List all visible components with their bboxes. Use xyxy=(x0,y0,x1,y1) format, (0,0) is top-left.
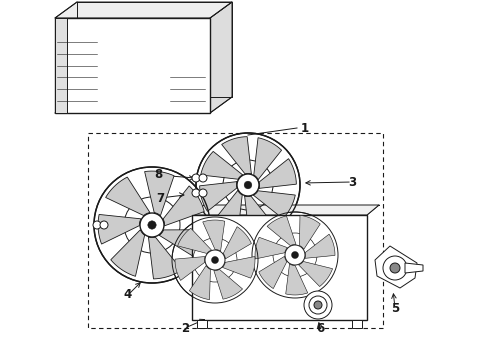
Polygon shape xyxy=(255,237,288,259)
Circle shape xyxy=(148,221,156,229)
Polygon shape xyxy=(189,266,210,300)
Circle shape xyxy=(244,181,252,189)
Polygon shape xyxy=(145,171,174,216)
Text: 5: 5 xyxy=(391,302,399,315)
Circle shape xyxy=(314,301,322,309)
Polygon shape xyxy=(305,234,335,258)
Text: 3: 3 xyxy=(348,175,356,189)
Text: 6: 6 xyxy=(316,321,324,334)
Polygon shape xyxy=(175,257,205,280)
Polygon shape xyxy=(210,2,232,113)
Polygon shape xyxy=(245,196,274,233)
Polygon shape xyxy=(177,228,212,253)
Polygon shape xyxy=(405,263,423,273)
Polygon shape xyxy=(55,18,210,113)
Text: 1: 1 xyxy=(301,122,309,135)
Polygon shape xyxy=(201,152,243,179)
Circle shape xyxy=(237,174,259,196)
Polygon shape xyxy=(254,138,282,180)
Polygon shape xyxy=(221,137,251,174)
Polygon shape xyxy=(55,18,67,113)
Polygon shape xyxy=(299,215,320,249)
Polygon shape xyxy=(222,257,255,278)
Polygon shape xyxy=(192,215,367,320)
Polygon shape xyxy=(203,220,225,251)
Polygon shape xyxy=(286,264,308,295)
Polygon shape xyxy=(98,215,141,244)
Circle shape xyxy=(192,174,200,182)
Polygon shape xyxy=(298,261,333,287)
Polygon shape xyxy=(215,190,242,232)
Circle shape xyxy=(285,245,305,265)
Polygon shape xyxy=(55,2,232,18)
Polygon shape xyxy=(163,186,204,226)
Bar xyxy=(88,133,383,328)
Polygon shape xyxy=(197,320,207,328)
Circle shape xyxy=(309,296,327,314)
Circle shape xyxy=(199,189,207,197)
Circle shape xyxy=(212,256,219,264)
Polygon shape xyxy=(192,205,379,215)
Text: 7: 7 xyxy=(156,192,164,204)
Circle shape xyxy=(192,189,200,197)
Circle shape xyxy=(252,212,338,298)
Polygon shape xyxy=(199,182,237,211)
Circle shape xyxy=(383,256,407,280)
Polygon shape xyxy=(223,227,251,259)
Circle shape xyxy=(172,217,258,303)
Polygon shape xyxy=(259,256,287,289)
Circle shape xyxy=(304,291,332,319)
Polygon shape xyxy=(159,230,206,257)
Polygon shape xyxy=(106,177,150,216)
Text: 4: 4 xyxy=(124,288,132,302)
Text: 8: 8 xyxy=(154,168,162,181)
Polygon shape xyxy=(253,191,295,219)
Polygon shape xyxy=(148,237,182,279)
Circle shape xyxy=(140,213,164,237)
Polygon shape xyxy=(352,320,362,328)
Circle shape xyxy=(93,221,101,229)
Circle shape xyxy=(94,167,210,283)
Polygon shape xyxy=(214,270,243,299)
Polygon shape xyxy=(267,216,296,246)
Circle shape xyxy=(292,252,298,258)
Circle shape xyxy=(199,174,207,182)
Circle shape xyxy=(196,133,300,237)
Polygon shape xyxy=(375,246,417,288)
Polygon shape xyxy=(111,230,145,276)
Text: 2: 2 xyxy=(181,321,189,334)
Polygon shape xyxy=(259,159,296,188)
Circle shape xyxy=(390,263,400,273)
Circle shape xyxy=(205,250,225,270)
Circle shape xyxy=(100,221,108,229)
